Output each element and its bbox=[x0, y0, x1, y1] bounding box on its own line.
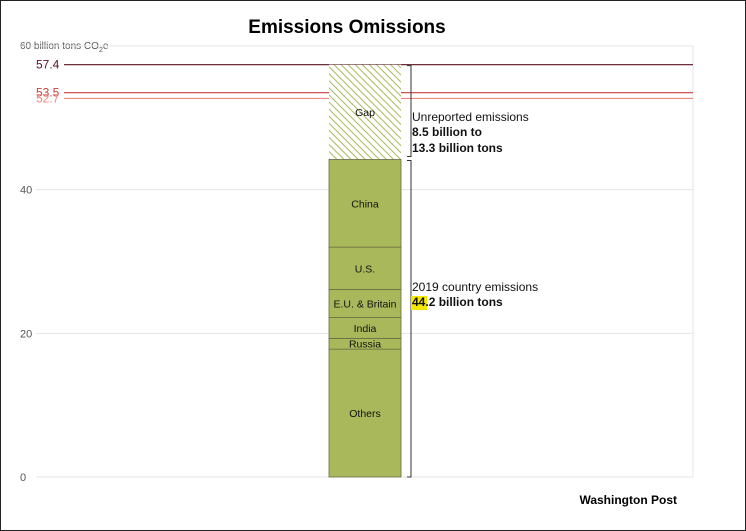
bar-segment-u-s bbox=[328, 246, 402, 290]
reference-label-0: 57.4 bbox=[36, 58, 60, 72]
segment-label-china: China bbox=[351, 198, 379, 210]
segment-label-e-u-britain: E.U. & Britain bbox=[333, 299, 396, 311]
gap-annotation: Unreported emissions 8.5 billion to 13.3… bbox=[412, 110, 529, 155]
y-axis-ticks: 0 20 40 bbox=[20, 185, 32, 484]
segment-label-others: Others bbox=[349, 408, 381, 420]
country-total-highlight: 44 bbox=[412, 295, 426, 309]
y-axis-unit-label: 60 billion tons CO2e bbox=[20, 41, 109, 54]
stacked-bar: Gap Others Russia India E.U. & Britain U.S. Ch… bbox=[328, 64, 402, 478]
bar-segment-china bbox=[328, 159, 402, 248]
bar-segment-others bbox=[328, 348, 402, 478]
brackets bbox=[407, 65, 412, 478]
segment-label-gap: Gap bbox=[355, 107, 375, 119]
y-tick-label-0: 0 bbox=[20, 472, 26, 484]
reference-label-2: 52.7 bbox=[36, 91, 60, 105]
bar-segment-gap bbox=[329, 64, 401, 160]
segment-label-russia: Russia bbox=[349, 339, 381, 351]
country-annotation-line1: 2019 country emissions bbox=[412, 280, 538, 294]
country-annotation: 2019 country emissions 44.2 billion tons bbox=[411, 280, 538, 310]
source-credit: Washington Post bbox=[579, 493, 677, 507]
segment-label-india: India bbox=[354, 323, 377, 335]
bar-segment-e-u-britain bbox=[328, 289, 402, 318]
reference-label-1: 53.5 bbox=[36, 86, 60, 100]
gap-annotation-line1: Unreported emissions bbox=[412, 110, 529, 124]
country-bracket bbox=[407, 159, 412, 478]
gap-annotation-line3: 13.3 billion tons bbox=[412, 141, 503, 155]
country-total-rest: .2 billion tons bbox=[425, 295, 503, 309]
y-tick-label-2: 40 bbox=[20, 185, 32, 197]
segment-label-u-s: U.S. bbox=[355, 263, 375, 275]
y-tick-label-1: 20 bbox=[20, 328, 32, 340]
highlight-marker bbox=[411, 296, 427, 310]
gap-bracket bbox=[407, 65, 412, 157]
gap-annotation-line2: 8.5 billion to bbox=[412, 125, 482, 139]
chart-title: Emissions Omissions bbox=[248, 17, 445, 38]
country-annotation-line2: 44.2 billion tons bbox=[412, 295, 503, 309]
